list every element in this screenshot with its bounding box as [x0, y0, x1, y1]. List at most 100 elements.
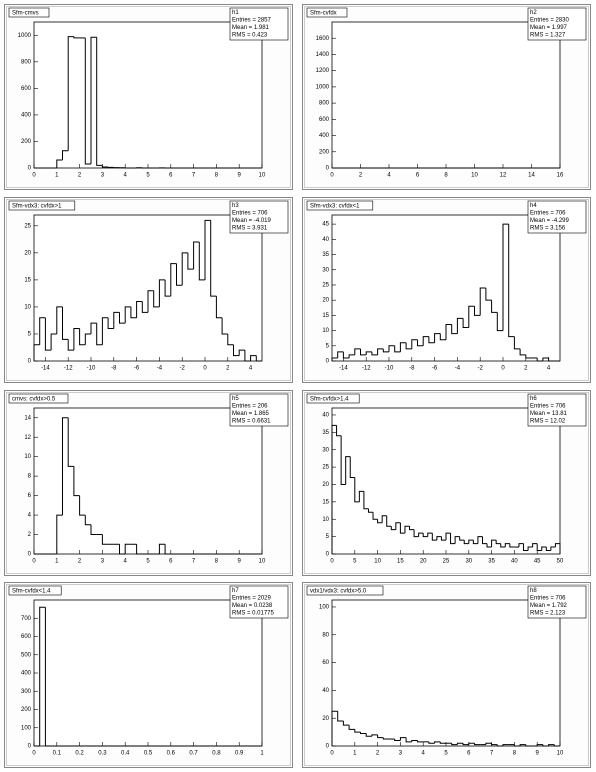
histogram-bin [244, 350, 251, 362]
histogram-bin [73, 36, 80, 39]
y-tick-label: 25 [322, 283, 329, 289]
stats-box [229, 7, 289, 41]
x-tick-label: 8 [513, 751, 517, 757]
histogram-bin [233, 344, 240, 357]
histogram-bin [382, 348, 389, 353]
histogram-bin [468, 305, 475, 328]
stats-line: Entries = 706 [530, 211, 566, 217]
stats-line: Mean = 13.81 [530, 411, 568, 417]
x-tick-label: 0 [501, 366, 505, 372]
x-tick-label: 10 [259, 559, 266, 565]
x-tick-label: 1 [260, 751, 264, 757]
y-tick-label: 25 [24, 223, 31, 229]
x-tick-label: 0 [203, 366, 207, 372]
histogram-bin [67, 339, 74, 351]
histogram-bin [463, 540, 469, 545]
y-tick-label: 20 [322, 482, 329, 488]
y-tick-label: 2 [28, 532, 32, 538]
histogram-bin [164, 279, 171, 297]
histogram-bin [525, 744, 532, 747]
histogram-bin [417, 339, 424, 347]
histogram-bin [39, 606, 46, 746]
histogram-bin [336, 425, 342, 437]
histogram-bin [477, 536, 483, 544]
x-tick-label: 15 [397, 559, 404, 565]
y-tick-label: 12 [24, 435, 31, 441]
stats-line: h6 [530, 396, 537, 402]
histogram-bin [434, 741, 441, 744]
y-tick-label: 5 [326, 343, 330, 349]
pad-bevel [304, 199, 589, 381]
plot-frame [331, 599, 561, 747]
y-tick-label: 100 [319, 605, 330, 611]
y-tick-label: 80 [322, 632, 329, 638]
x-tick-label: 2 [376, 751, 380, 757]
y-tick-label: 20 [322, 716, 329, 722]
stats-line: Entries = 2029 [232, 596, 272, 602]
histogram-bin [553, 744, 560, 747]
x-tick-label: 0.6 [167, 751, 176, 757]
stats-line: Mean = -4.299 [530, 218, 570, 224]
chart-title: Sfm-vdx3: cvfdx>1 [12, 203, 62, 209]
y-tick-label: 400 [319, 133, 330, 139]
y-tick-label: 200 [21, 707, 32, 713]
x-tick-label: -6 [134, 366, 140, 372]
x-tick-label: 2 [524, 366, 528, 372]
stats-line: Mean = 1.865 [232, 411, 270, 417]
stats-line: RMS = 12.02 [530, 419, 566, 425]
histogram-bin [348, 354, 355, 358]
histogram-bin [527, 546, 533, 551]
histogram-bin [405, 342, 412, 350]
x-tick-label: 3 [101, 173, 105, 179]
histogram-bin [331, 710, 338, 746]
stats-line: Mean = 1.981 [232, 25, 270, 31]
y-tick-label: 400 [21, 112, 32, 118]
pad-bevel [304, 584, 589, 766]
y-tick-label: 0 [28, 744, 32, 750]
x-tick-label: 50 [557, 559, 564, 565]
histogram-bin [394, 345, 401, 353]
histogram-bin [360, 732, 367, 734]
title-box [8, 585, 62, 596]
histogram-bin [394, 739, 401, 741]
x-tick-label: 8 [215, 559, 219, 565]
histogram-bin [474, 743, 481, 746]
x-tick-label: 5 [353, 559, 357, 565]
histogram-bin [428, 741, 435, 744]
histogram-bin [411, 339, 418, 349]
pad-bevel [6, 392, 291, 574]
histogram-bin [238, 349, 245, 356]
histogram-bin [536, 543, 542, 552]
y-tick-label: 0 [326, 166, 330, 172]
y-tick-label: 1200 [316, 68, 330, 74]
y-tick-label: 0 [28, 359, 32, 365]
chart-title: cmvs: cvfdx>0.5 [12, 396, 56, 402]
histogram-bin [418, 532, 424, 537]
y-tick-label: 1000 [316, 84, 330, 90]
x-tick-label: 9 [238, 173, 242, 179]
x-tick-label: 0.3 [98, 751, 107, 757]
histogram-bin [536, 744, 543, 746]
x-tick-label: 5 [444, 751, 448, 757]
histogram-bin [62, 150, 69, 161]
histogram-bin [395, 522, 401, 530]
x-tick-label: 4 [422, 751, 426, 757]
y-tick-label: 5 [326, 534, 330, 540]
histogram-bin [431, 533, 437, 541]
y-tick-label: 10 [24, 454, 31, 460]
x-tick-label: 0.2 [75, 751, 84, 757]
histogram-bin [130, 306, 137, 319]
histogram-bin [337, 351, 344, 358]
histogram-bin [523, 543, 529, 552]
histogram-bin [481, 536, 488, 545]
histogram-bin [382, 737, 389, 740]
x-tick-label: 4 [124, 559, 128, 565]
x-tick-label: 0.7 [189, 751, 198, 757]
histogram-bin [349, 456, 355, 479]
x-tick-label: 5 [146, 173, 150, 179]
stats-line: h4 [530, 203, 537, 209]
x-tick-label: 1 [55, 559, 59, 565]
histogram-bin [331, 357, 338, 361]
stats-line: h7 [232, 588, 239, 594]
x-tick-label: 7 [490, 751, 494, 757]
